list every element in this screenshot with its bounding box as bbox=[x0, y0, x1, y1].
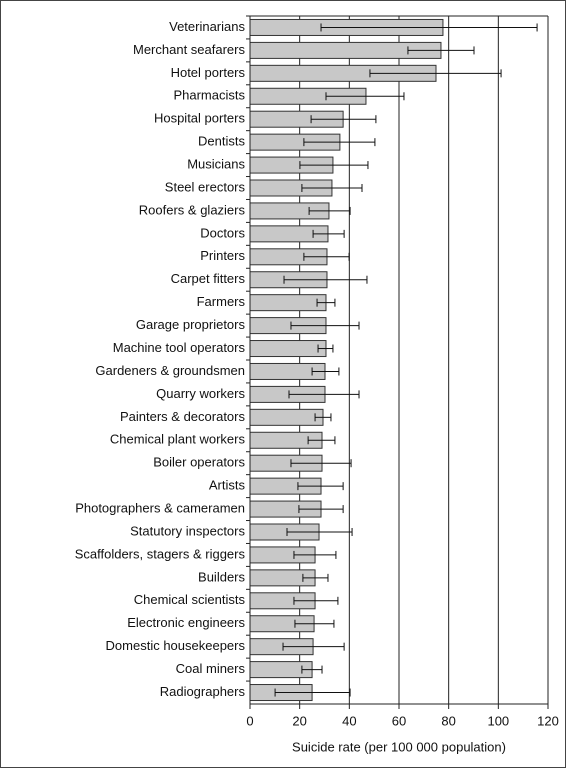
y-tick-label: Doctors bbox=[200, 225, 245, 240]
y-tick-label: Electronic engineers bbox=[127, 615, 245, 630]
y-tick-label: Scaffolders, stagers & riggers bbox=[75, 546, 246, 561]
y-tick-label: Gardeners & groundsmen bbox=[95, 363, 245, 378]
y-tick-label: Carpet fitters bbox=[171, 271, 246, 286]
y-tick-label: Merchant seafarers bbox=[133, 42, 245, 57]
x-tick-label: 40 bbox=[342, 713, 356, 728]
bar bbox=[249, 340, 327, 358]
y-tick-label: Artists bbox=[209, 478, 246, 493]
y-tick-label: Veterinarians bbox=[169, 19, 245, 34]
y-tick-label: Steel erectors bbox=[165, 179, 246, 194]
y-tick-label: Photographers & cameramen bbox=[75, 501, 245, 516]
y-tick-label: Boiler operators bbox=[153, 455, 245, 470]
y-tick-label: Pharmacists bbox=[173, 88, 245, 103]
y-tick-label: Quarry workers bbox=[156, 386, 245, 401]
y-tick-label: Musicians bbox=[187, 157, 245, 172]
y-tick-label: Farmers bbox=[197, 294, 246, 309]
x-tick-label: 20 bbox=[292, 713, 306, 728]
y-tick-label: Painters & decorators bbox=[120, 409, 246, 424]
y-tick-label: Hotel porters bbox=[171, 65, 246, 80]
y-tick-label: Builders bbox=[198, 569, 245, 584]
y-tick-label: Hospital porters bbox=[154, 111, 246, 126]
y-tick-label: Coal miners bbox=[176, 661, 246, 676]
bar bbox=[249, 408, 324, 426]
x-tick-label: 60 bbox=[392, 713, 406, 728]
y-tick-label: Machine tool operators bbox=[113, 340, 246, 355]
x-tick-label: 120 bbox=[537, 713, 559, 728]
y-tick-label: Domestic housekeepers bbox=[106, 638, 246, 653]
y-tick-label: Radiographers bbox=[160, 684, 246, 699]
y-tick-label: Chemical plant workers bbox=[110, 432, 246, 447]
x-tick-label: 80 bbox=[441, 713, 455, 728]
x-axis-label: Suicide rate (per 100 000 population) bbox=[292, 739, 506, 754]
y-tick-label: Garage proprietors bbox=[136, 317, 246, 332]
y-tick-label: Chemical scientists bbox=[134, 592, 246, 607]
x-tick-label: 0 bbox=[246, 713, 253, 728]
y-tick-label: Dentists bbox=[198, 134, 245, 149]
y-tick-label: Statutory inspectors bbox=[130, 523, 245, 538]
bar bbox=[249, 294, 327, 312]
y-tick-label: Printers bbox=[200, 248, 245, 263]
x-tick-label: 100 bbox=[487, 713, 509, 728]
y-tick-label: Roofers & glaziers bbox=[139, 202, 246, 217]
